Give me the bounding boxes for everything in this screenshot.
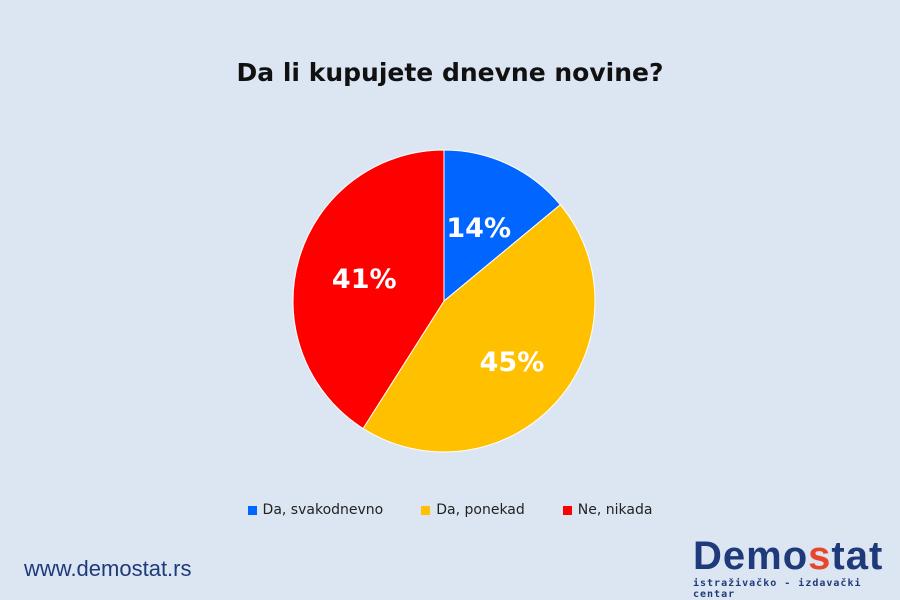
legend-label: Da, svakodnevno (262, 502, 384, 518)
logo-wordmark: Demostat (693, 536, 883, 576)
legend-item: Da, ponekad (421, 502, 525, 518)
legend-item: Da, svakodnevno (247, 502, 384, 518)
logo-accent: s (808, 534, 832, 578)
pie-slice (362, 204, 596, 453)
legend-swatch-red (562, 505, 572, 515)
demostat-logo: Demostat istraživačko - izdavački centar (693, 536, 883, 600)
logo-suffix: tat (831, 534, 884, 578)
legend-swatch-blue (247, 505, 257, 515)
legend: Da, svakodnevno Da, ponekad Ne, nikada (0, 502, 900, 518)
chart-title: Da li kupujete dnevne novine? (236, 58, 664, 87)
website-link[interactable]: www.demostat.rs (24, 556, 192, 581)
legend-swatch-yellow (421, 505, 431, 515)
legend-item: Ne, nikada (562, 502, 653, 518)
slice-data-label: 14% (446, 213, 511, 244)
legend-label: Da, ponekad (436, 502, 525, 518)
pie-slice (443, 149, 562, 303)
logo-prefix: Demo (693, 534, 809, 578)
legend-label: Ne, nikada (577, 502, 653, 518)
slice-data-label: 45% (480, 347, 545, 378)
slice-data-label: 41% (332, 264, 397, 295)
logo-tagline: istraživačko - izdavački centar (693, 578, 862, 600)
pie-slice (292, 149, 445, 430)
